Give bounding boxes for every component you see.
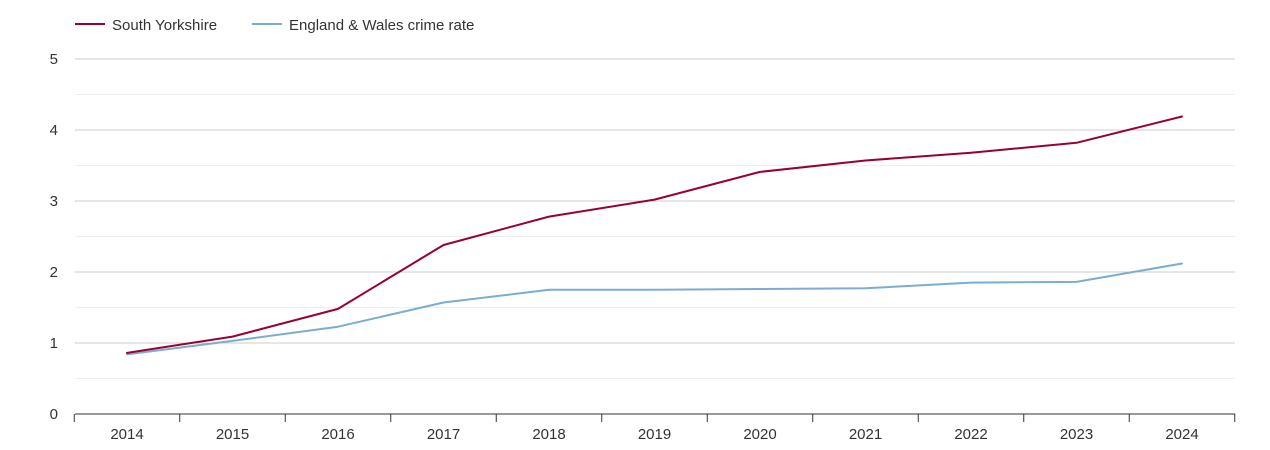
y-axis: 0 1 2 3 4 5 — [50, 51, 58, 423]
grid-lines — [75, 58, 1235, 379]
x-tick-label: 2015 — [216, 426, 249, 443]
x-tick-label: 2019 — [638, 426, 671, 443]
x-tick-label: 2014 — [110, 426, 143, 443]
x-tick-label: 2018 — [532, 426, 565, 443]
y-tick-label: 3 — [50, 193, 58, 210]
x-tick-label: 2017 — [427, 426, 460, 443]
y-tick-label: 0 — [50, 406, 58, 423]
x-tick-label: 2023 — [1060, 426, 1093, 443]
y-tick-label: 4 — [50, 122, 58, 139]
legend: South Yorkshire England & Wales crime rat… — [75, 17, 474, 34]
legend-label: England & Wales crime rate — [289, 17, 474, 34]
x-tick-label: 2022 — [954, 426, 987, 443]
series-lines — [126, 115, 1183, 356]
x-tick-label: 2024 — [1165, 426, 1198, 443]
legend-label: South Yorkshire — [112, 17, 217, 34]
y-tick-label: 5 — [50, 51, 58, 68]
x-axis: 2014 2015 2016 2017 2018 2019 2020 2021 2022 2023… — [73, 413, 1236, 443]
x-tick-label: 2021 — [849, 426, 882, 443]
series-line-england-wales — [126, 262, 1183, 356]
x-tick-label: 2020 — [743, 426, 776, 443]
y-tick-label: 1 — [50, 335, 58, 352]
y-tick-label: 2 — [50, 264, 58, 281]
series-line-south-yorkshire — [126, 115, 1183, 354]
x-tick-label: 2016 — [321, 426, 354, 443]
